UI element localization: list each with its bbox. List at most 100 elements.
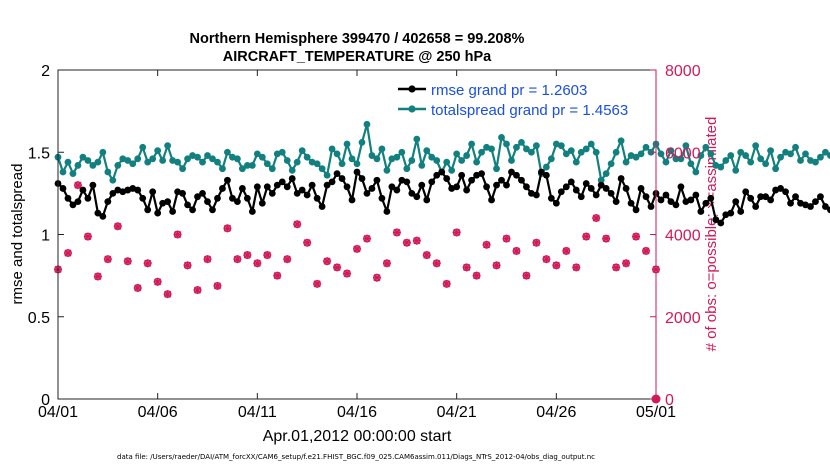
obs-assimilated-marker <box>522 271 531 280</box>
x-tick-label: 04/21 <box>437 404 477 421</box>
obs-assimilated-marker <box>362 234 371 243</box>
rmse-point <box>542 171 550 179</box>
rmse-point <box>313 194 321 202</box>
rmse-point <box>154 209 162 217</box>
totalspread-point <box>752 142 760 150</box>
x-tick-label: 04/06 <box>138 404 178 421</box>
rmse-point <box>637 185 645 192</box>
rmse-point <box>622 185 630 192</box>
rmse-point <box>268 189 276 197</box>
rmse-point <box>707 194 715 202</box>
rmse-point <box>747 194 755 202</box>
totalspread-point <box>358 138 366 146</box>
legend: rmse grand pr = 1.2603 totalspread grand… <box>398 82 628 119</box>
totalspread-point <box>617 137 625 145</box>
totalspread-point <box>214 158 221 166</box>
rmse-point <box>278 178 286 186</box>
rmse-point <box>742 188 750 196</box>
x-axis-label: Apr.01,2012 00:00:00 start <box>263 428 452 445</box>
rmse-point <box>503 181 510 189</box>
rmse-point <box>807 203 814 210</box>
rmse-point <box>323 181 331 189</box>
totalspread-point <box>742 152 750 159</box>
totalspread-point <box>602 170 610 178</box>
obs-assimilated-marker <box>472 271 481 280</box>
rmse-point <box>632 206 640 214</box>
obs-assimilated-marker <box>562 246 571 255</box>
obs-assimilated-marker <box>632 232 641 241</box>
rmse-point <box>697 208 705 215</box>
obs-assimilated-marker <box>552 261 561 270</box>
totalspread-point <box>383 166 391 174</box>
rmse-point <box>423 196 431 204</box>
totalspread-point <box>278 148 286 156</box>
totalspread-point <box>787 150 794 158</box>
rmse-point <box>572 186 580 194</box>
rmse-point <box>458 171 466 179</box>
obs-assimilated-marker <box>442 279 451 288</box>
totalspread-point <box>518 138 525 146</box>
rmse-point <box>298 186 306 194</box>
totalspread-point <box>802 150 809 158</box>
totalspread-point <box>567 147 575 155</box>
rmse-point <box>328 178 336 186</box>
rmse-point <box>817 193 824 201</box>
obs-assimilated-marker <box>123 257 132 266</box>
totalspread-point <box>587 140 595 148</box>
obs-assimilated-marker <box>243 251 252 260</box>
rmse-point <box>234 198 241 206</box>
totalspread-point <box>772 165 779 173</box>
rmse-point <box>144 206 152 214</box>
rmse-point <box>433 171 441 179</box>
totalspread-point <box>159 157 167 164</box>
totalspread-point <box>368 152 376 159</box>
totalspread-point <box>298 147 306 155</box>
rmse-point <box>732 198 740 206</box>
y-right-tick-label: 2000 <box>665 310 701 327</box>
totalspread-point <box>74 162 82 169</box>
y-axis-right-label: # of obs: o=possible; ×=assimilated <box>703 117 720 352</box>
rmse-point <box>69 201 77 209</box>
rmse-point <box>358 175 366 182</box>
totalspread-point <box>682 142 690 150</box>
totalspread-point <box>323 171 331 179</box>
totalspread-point <box>523 145 530 153</box>
rmse-point <box>592 191 600 199</box>
rmse-point <box>418 181 426 189</box>
totalspread-point <box>612 148 620 156</box>
totalspread-point <box>268 165 276 173</box>
totalspread-point <box>478 148 485 156</box>
totalspread-point <box>283 157 291 164</box>
rmse-point <box>712 216 720 224</box>
obs-assimilated-marker <box>492 261 501 270</box>
totalspread-point <box>423 147 431 155</box>
rmse-point <box>273 181 281 189</box>
rmse-point <box>687 196 695 204</box>
rmse-point <box>762 193 770 201</box>
obs-assimilated-marker <box>502 234 511 243</box>
totalspread-point <box>542 163 550 171</box>
rmse-point <box>827 206 830 214</box>
totalspread-point <box>677 155 685 163</box>
totalspread-point <box>243 162 251 169</box>
x-tick-label: 04/01 <box>38 404 78 421</box>
rmse-point <box>518 176 525 184</box>
obs-assimilated-marker <box>422 251 431 260</box>
obs-assimilated-marker <box>432 259 441 268</box>
totalspread-point <box>238 165 246 173</box>
rmse-point <box>99 213 107 220</box>
totalspread-point <box>398 148 406 156</box>
totalspread-point <box>498 134 505 141</box>
rmse-point <box>597 181 605 189</box>
rmse-point <box>552 199 560 207</box>
rmse-point <box>642 193 650 201</box>
rmse-point <box>308 181 316 189</box>
rmse-point <box>812 198 819 206</box>
rmse-point <box>428 178 436 186</box>
totalspread-point <box>318 165 326 173</box>
totalspread-point <box>632 153 640 161</box>
totalspread-point <box>263 160 271 168</box>
plot-area <box>58 70 656 399</box>
obs-assimilated-marker <box>193 286 202 295</box>
rmse-point <box>243 194 251 202</box>
